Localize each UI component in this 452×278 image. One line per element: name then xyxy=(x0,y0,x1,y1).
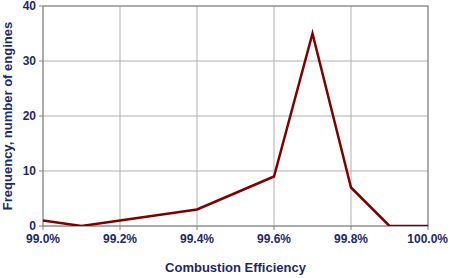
y-tick xyxy=(39,171,43,172)
y-tick-label: 20 xyxy=(23,109,37,123)
y-tick-label: 10 xyxy=(23,164,37,178)
chart-root: 0 10 20 30 40 99.0% 99.2% 99.4% 99.6% 99.8% 100.0%… xyxy=(0,0,452,278)
x-tick xyxy=(351,226,352,230)
x-tick-label: 99.2% xyxy=(103,232,137,246)
x-tick-label: 100.0% xyxy=(407,232,448,246)
y-tick xyxy=(39,6,43,7)
y-tick xyxy=(39,226,43,227)
y-grid-line xyxy=(43,61,428,62)
x-tick-label: 99.0% xyxy=(26,232,60,246)
x-grid-line xyxy=(351,6,352,226)
x-tick-label: 99.6% xyxy=(257,232,291,246)
y-grid-line xyxy=(43,171,428,172)
x-tick-label: 99.8% xyxy=(334,232,368,246)
x-grid-line xyxy=(274,6,275,226)
y-grid-line xyxy=(43,116,428,117)
y-tick-label: 30 xyxy=(23,54,37,68)
x-tick xyxy=(120,226,121,230)
y-tick xyxy=(39,61,43,62)
series-line xyxy=(43,34,428,227)
y-tick-label: 0 xyxy=(29,219,36,233)
x-tick-label: 99.4% xyxy=(180,232,214,246)
x-tick xyxy=(428,226,429,230)
x-grid-line xyxy=(197,6,198,226)
chart-svg: 0 10 20 30 40 99.0% 99.2% 99.4% 99.6% 99.8% 100.0%… xyxy=(0,0,452,278)
x-tick xyxy=(197,226,198,230)
x-grid-line xyxy=(120,6,121,226)
plot-frame xyxy=(43,6,428,226)
series-group xyxy=(43,34,428,227)
y-tick-label: 40 xyxy=(23,0,37,13)
x-tick xyxy=(274,226,275,230)
x-axis-title: Combustion Efficiency xyxy=(165,260,307,275)
y-axis-title: Frequency, number of engines xyxy=(0,22,15,210)
x-tick xyxy=(43,226,44,230)
y-tick xyxy=(39,116,43,117)
